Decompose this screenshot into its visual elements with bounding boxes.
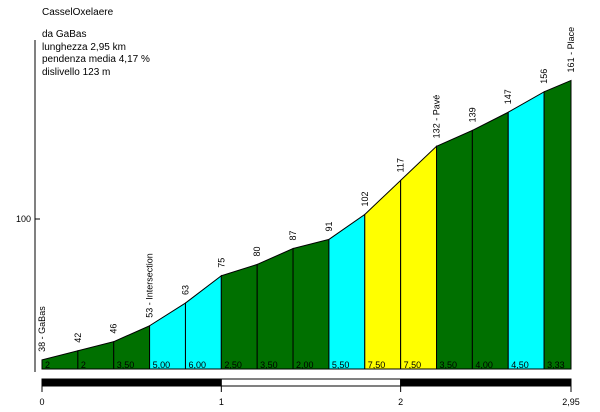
elevation-label: 87 — [288, 231, 298, 241]
gradient-label: 5,50 — [332, 360, 350, 370]
elevation-label: 102 — [360, 191, 370, 206]
profile-segment — [471, 111, 509, 370]
chart-title: CasselOxelaere — [42, 7, 114, 18]
distance-bar-segment — [41, 378, 222, 387]
climb-label: dislivello 123 m — [42, 67, 110, 78]
gradient-label: 2,50 — [224, 360, 242, 370]
x-tick-label: 1 — [219, 397, 224, 407]
chart-header: CasselOxelaere da GaBas lunghezza 2,95 k… — [42, 7, 150, 78]
gradient-label: 7,50 — [404, 360, 422, 370]
start-label: da GaBas — [42, 29, 86, 40]
distance-bar-segment — [220, 378, 402, 387]
gradient-label: 3,50 — [440, 360, 458, 370]
distance-bar-segment — [400, 378, 572, 387]
gradient-label: 2 — [81, 360, 86, 370]
elevation-label: 132 - Pavé — [432, 95, 442, 139]
profile-segment — [292, 238, 330, 370]
profile-segment — [328, 213, 366, 370]
elevation-label: 156 — [539, 69, 549, 84]
elevation-label: 63 — [180, 285, 190, 295]
profile-segment — [507, 90, 545, 370]
gradient-label: 2 — [45, 360, 50, 370]
profile-segment — [400, 145, 438, 370]
profile-segment — [364, 179, 402, 370]
length-label: lunghezza 2,95 km — [42, 42, 126, 53]
y-axis-ticks: 100 — [16, 214, 40, 224]
elevation-label: 53 - Intersection — [145, 253, 155, 318]
elevation-label: 42 — [73, 333, 83, 343]
gradient-label: 3,50 — [117, 360, 135, 370]
x-tick-label: 2 — [398, 397, 403, 407]
profile-segment — [220, 263, 258, 370]
elevation-label: 161 - Place — [566, 27, 576, 73]
distance-bar — [41, 378, 572, 387]
gradient-label: 7,50 — [368, 360, 386, 370]
gradient-label: 3,50 — [260, 360, 278, 370]
gradient-label: 4,00 — [475, 360, 493, 370]
gradient-label: 5,00 — [153, 360, 171, 370]
y-tick-label: 100 — [16, 214, 31, 224]
profile-segment — [543, 79, 572, 370]
x-tick-label: 2,95 — [562, 397, 580, 407]
profile-segment — [256, 247, 294, 370]
profile-segment — [436, 129, 473, 370]
x-axis-ticks: 0 1 2 2,95 — [39, 386, 580, 407]
elevation-label: 139 — [467, 107, 477, 122]
elevation-label: 38 - GaBas — [37, 306, 47, 352]
gradient-label: 4,50 — [511, 360, 529, 370]
x-tick-label: 0 — [39, 397, 44, 407]
gradient-label: 6,00 — [188, 360, 206, 370]
profile-segments — [41, 79, 572, 370]
elevation-label: 117 — [396, 158, 406, 172]
gradient-labels: 2 2 3,50 5,00 6,00 2,50 3,50 2,00 5,50 7,50 7,50 3,… — [45, 360, 565, 370]
gradient-label: 3,33 — [547, 360, 565, 370]
gradient-label: pendenza media 4,17 % — [42, 54, 150, 65]
gradient-label: 2,00 — [296, 360, 314, 370]
elevation-label: 75 — [216, 258, 226, 268]
elevation-label: 91 — [324, 221, 334, 231]
profile-segment — [184, 274, 222, 370]
elevation-label: 46 — [109, 324, 119, 334]
elevation-label: 80 — [252, 246, 262, 256]
elevation-label: 147 — [503, 89, 513, 104]
elevation-labels: 38 - GaBas 42 46 53 - Intersection 63 75 80 87 9… — [37, 27, 576, 352]
